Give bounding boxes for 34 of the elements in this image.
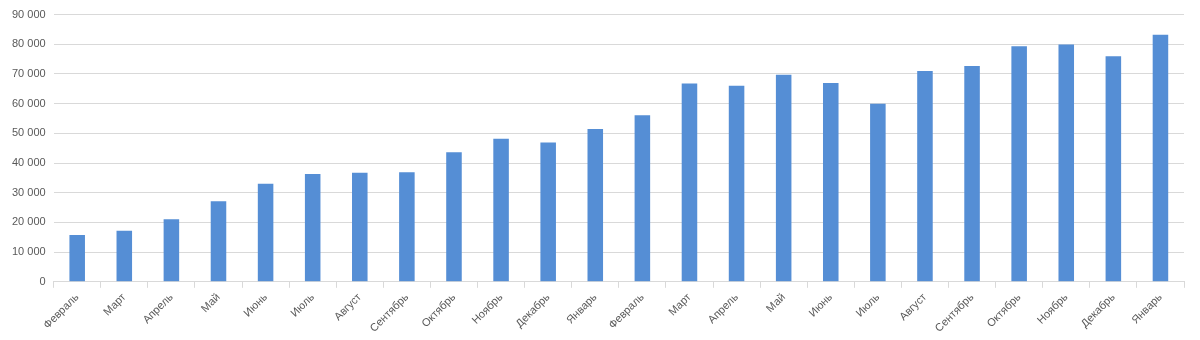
- bar: [304, 174, 321, 282]
- bar: [775, 74, 792, 282]
- y-tick-label: 20 000: [11, 215, 46, 228]
- bar: [1058, 44, 1075, 282]
- bar: [210, 201, 227, 282]
- bar: [352, 172, 368, 282]
- bar: [399, 172, 415, 282]
- bar: [540, 142, 556, 282]
- bar: [163, 219, 180, 282]
- y-tick-label: 30 000: [11, 185, 46, 198]
- y-tick-label: 80 000: [11, 37, 46, 50]
- y-tick-label: 40 000: [11, 156, 46, 169]
- bar: [493, 138, 509, 282]
- bar: [964, 65, 980, 282]
- bar: [69, 234, 85, 282]
- bar: [728, 85, 745, 282]
- bar: [116, 230, 133, 282]
- bar: [1152, 34, 1169, 282]
- bar: [1105, 56, 1122, 282]
- y-tick-label: 50 000: [11, 126, 46, 139]
- y-tick-label: 90 000: [11, 7, 46, 20]
- bar: [587, 128, 604, 282]
- bar: [634, 115, 651, 282]
- bar: [917, 71, 933, 282]
- y-tick-label: 70 000: [11, 67, 46, 80]
- bar: [257, 183, 274, 282]
- bar: [822, 82, 839, 282]
- bar: [1011, 46, 1027, 282]
- bar: [681, 83, 698, 282]
- bar: [870, 103, 886, 282]
- y-tick-label: 60 000: [11, 96, 46, 109]
- y-tick-label: 10 000: [11, 245, 46, 258]
- bar: [446, 152, 462, 282]
- y-tick-label: 0: [39, 274, 46, 287]
